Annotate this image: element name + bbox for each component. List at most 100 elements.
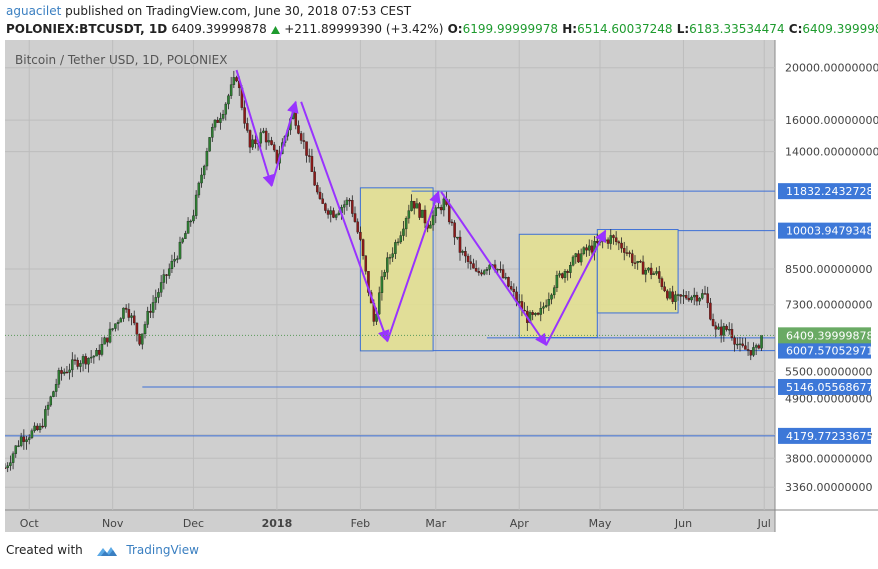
candle-body: [337, 212, 341, 215]
candle-body: [170, 260, 174, 269]
candle-body: [612, 235, 615, 238]
x-tick-label: May: [589, 517, 612, 530]
candle-body: [81, 356, 85, 364]
candle-body: [377, 292, 381, 315]
candle-body: [480, 272, 483, 275]
candle-body: [213, 119, 217, 128]
candle-body: [299, 133, 303, 141]
price-chart[interactable]: 20000.00000000 16000.00000000 14000.000000…: [5, 40, 878, 532]
candle-body: [663, 286, 666, 292]
candle-body: [717, 326, 720, 330]
candle-body: [194, 194, 198, 216]
candle-body: [447, 204, 451, 223]
low-value: 6183.33534474: [689, 22, 785, 36]
y-tick-label: 5500.00000000: [785, 365, 872, 378]
candle-body: [733, 337, 736, 345]
candle-body: [364, 255, 368, 272]
candle-body: [482, 270, 486, 275]
range-box: [359, 187, 434, 352]
candle-body: [130, 315, 133, 318]
candle-body: [192, 215, 195, 222]
candle-body: [474, 268, 478, 272]
candle-body: [647, 267, 650, 271]
candle-body: [243, 107, 246, 124]
candle-body: [544, 305, 548, 307]
candle-body: [674, 294, 677, 302]
candle-body: [622, 248, 626, 253]
price-tag-label: 6007.57052971: [786, 345, 873, 358]
candle-body: [143, 324, 147, 335]
candle-body: [652, 273, 656, 275]
candle-body: [687, 297, 691, 301]
candle-body: [690, 296, 693, 301]
candle-body: [722, 325, 726, 336]
candle-body: [44, 409, 47, 427]
candle-body: [305, 141, 308, 156]
candle-body: [749, 350, 753, 356]
candle-body: [9, 462, 12, 466]
x-tick-label: Dec: [183, 517, 204, 530]
publish-info: aguacilet published on TradingView.com, …: [6, 4, 411, 18]
candle-body: [574, 253, 578, 258]
candle-body: [421, 209, 424, 218]
candle-body: [738, 343, 742, 346]
tradingview-link[interactable]: TradingView: [126, 543, 199, 557]
candle-body: [388, 257, 392, 259]
candle-body: [703, 293, 707, 295]
candle-body: [334, 214, 338, 218]
candle-body: [329, 210, 333, 215]
candle-body: [596, 241, 599, 243]
candle-body: [294, 109, 298, 126]
chart-area[interactable]: 20000.00000000 16000.00000000 14000.000000…: [5, 40, 878, 532]
candle-body: [404, 218, 408, 230]
candle-body: [741, 343, 744, 346]
candle-body: [235, 77, 238, 82]
candle-body: [633, 262, 637, 264]
candle-body: [754, 345, 758, 348]
trend-arrow: [235, 69, 275, 188]
candle-body: [165, 274, 168, 276]
tradingview-logo-icon[interactable]: [95, 544, 119, 558]
candle-body: [649, 267, 653, 275]
candle-body: [628, 252, 631, 254]
high-value: 6514.60037248: [577, 22, 673, 36]
candle-body: [695, 294, 699, 302]
candle-body: [79, 363, 82, 367]
candle-body: [711, 319, 715, 326]
y-tick-label: 8500.00000000: [785, 263, 872, 276]
x-tick-label: Oct: [20, 517, 40, 530]
x-tick-label: 2018: [262, 517, 293, 530]
candle-body: [259, 132, 263, 144]
candle-body: [219, 118, 222, 123]
trend-arrow: [545, 229, 607, 346]
candle-body: [52, 391, 55, 397]
candle-body: [709, 302, 712, 320]
candle-body: [14, 445, 18, 454]
candle-body: [396, 241, 400, 244]
footer: Created with TradingView: [6, 543, 199, 558]
candle-body: [367, 271, 370, 293]
price-tag-label: 5146.05568677: [786, 381, 873, 394]
candle-body: [127, 309, 131, 318]
candle-body: [178, 241, 182, 259]
candle-body: [176, 258, 179, 260]
candle-body: [246, 123, 249, 131]
candle-body: [609, 235, 613, 244]
candle-body: [132, 315, 136, 324]
candle-body: [558, 273, 561, 276]
candle-body: [46, 404, 50, 410]
candle-body: [30, 430, 34, 438]
candle-body: [162, 274, 166, 283]
candle-body: [57, 370, 61, 385]
candle-body: [394, 242, 397, 254]
candle-body: [434, 207, 438, 216]
candle-body: [714, 325, 718, 330]
candle-body: [682, 295, 685, 297]
candle-body: [248, 130, 252, 148]
candle-body: [727, 329, 731, 331]
candle-body: [62, 371, 66, 374]
candle-body: [68, 369, 71, 373]
author-link[interactable]: aguacilet: [6, 4, 62, 18]
candle-body: [100, 344, 104, 355]
candle-body: [49, 396, 53, 406]
